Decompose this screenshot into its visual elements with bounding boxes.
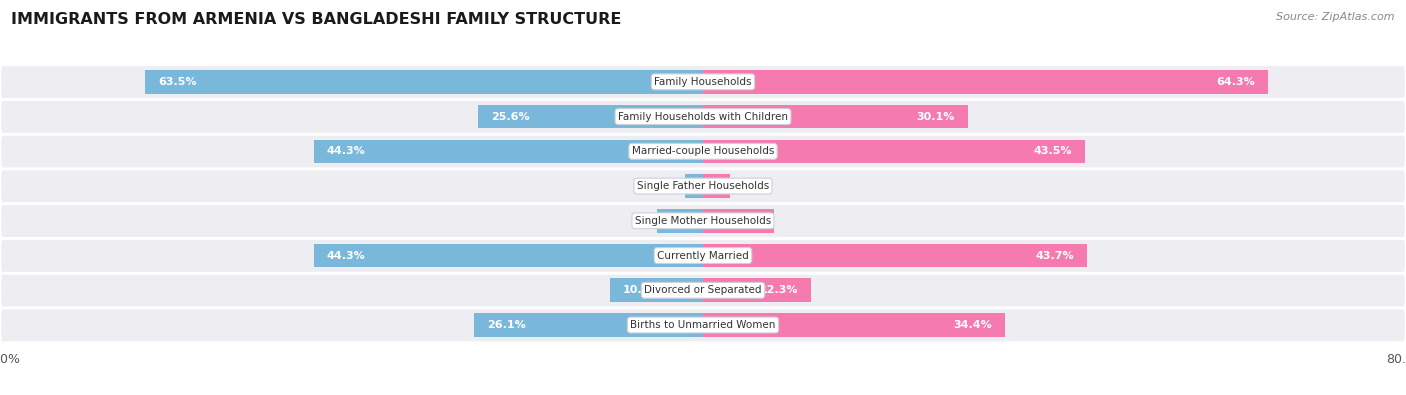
FancyBboxPatch shape (0, 239, 1406, 273)
Bar (703, 313, 1005, 337)
Text: Single Father Households: Single Father Households (637, 181, 769, 191)
FancyBboxPatch shape (0, 169, 1406, 204)
Bar (703, 278, 811, 302)
Text: IMMIGRANTS FROM ARMENIA VS BANGLADESHI FAMILY STRUCTURE: IMMIGRANTS FROM ARMENIA VS BANGLADESHI F… (11, 12, 621, 27)
Bar (703, 209, 775, 233)
Text: Family Households with Children: Family Households with Children (619, 111, 787, 122)
Text: 44.3%: 44.3% (328, 250, 366, 261)
FancyBboxPatch shape (0, 308, 1406, 343)
Text: Births to Unmarried Women: Births to Unmarried Women (630, 320, 776, 330)
Bar (657, 209, 703, 233)
Text: Married-couple Households: Married-couple Households (631, 146, 775, 156)
Bar (703, 70, 1268, 94)
FancyBboxPatch shape (0, 273, 1406, 308)
Text: 5.2%: 5.2% (671, 216, 702, 226)
Bar (703, 105, 967, 128)
Text: 30.1%: 30.1% (915, 111, 955, 122)
Text: 26.1%: 26.1% (486, 320, 526, 330)
Text: 10.6%: 10.6% (623, 285, 662, 295)
Text: Divorced or Separated: Divorced or Separated (644, 285, 762, 295)
FancyBboxPatch shape (0, 65, 1406, 100)
Bar (314, 244, 703, 267)
Bar (474, 313, 703, 337)
Text: 43.7%: 43.7% (1035, 250, 1074, 261)
Bar (703, 244, 1087, 267)
Bar (145, 70, 703, 94)
Text: Family Households: Family Households (654, 77, 752, 87)
Text: 25.6%: 25.6% (491, 111, 530, 122)
Text: 8.1%: 8.1% (730, 216, 761, 226)
Bar (610, 278, 703, 302)
Bar (314, 139, 703, 163)
Text: Single Mother Households: Single Mother Households (636, 216, 770, 226)
Text: 64.3%: 64.3% (1216, 77, 1256, 87)
Bar (478, 105, 703, 128)
Text: 3.1%: 3.1% (686, 181, 717, 191)
FancyBboxPatch shape (0, 100, 1406, 134)
Text: 63.5%: 63.5% (159, 77, 197, 87)
Text: 2.1%: 2.1% (697, 181, 728, 191)
Text: Source: ZipAtlas.com: Source: ZipAtlas.com (1277, 12, 1395, 22)
Text: 12.3%: 12.3% (759, 285, 799, 295)
Text: 34.4%: 34.4% (953, 320, 993, 330)
Text: 44.3%: 44.3% (328, 146, 366, 156)
FancyBboxPatch shape (0, 204, 1406, 239)
FancyBboxPatch shape (0, 134, 1406, 169)
Bar (703, 139, 1085, 163)
Bar (685, 174, 703, 198)
Text: Currently Married: Currently Married (657, 250, 749, 261)
Text: 43.5%: 43.5% (1033, 146, 1073, 156)
Bar (703, 174, 730, 198)
